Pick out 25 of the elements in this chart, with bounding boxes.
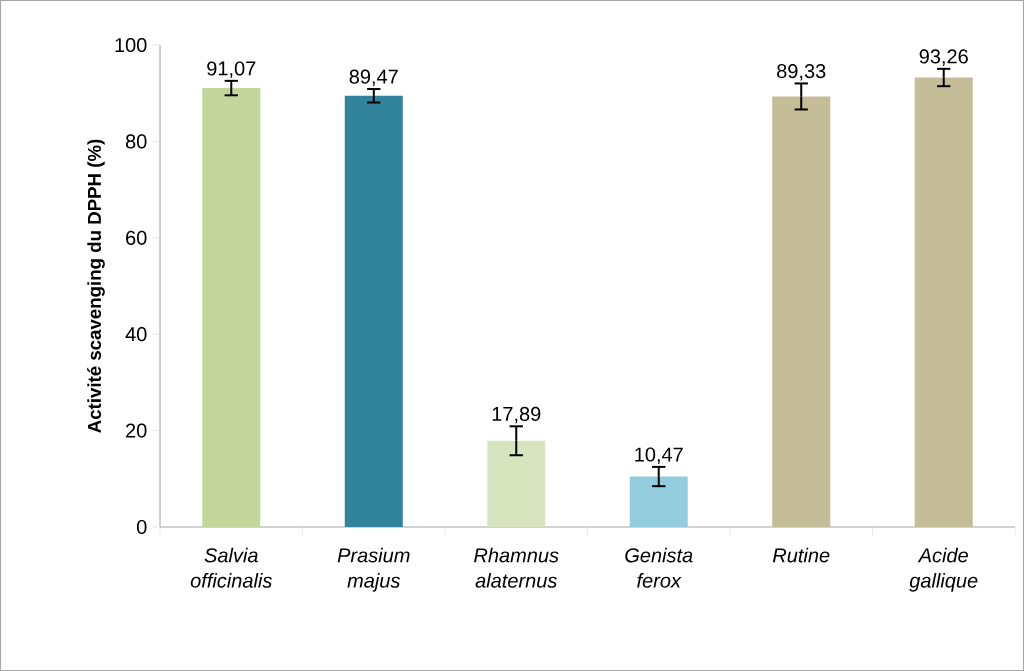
- y-tick-label: 20: [126, 423, 147, 438]
- x-tick-label: Prasium majus: [337, 547, 410, 592]
- bar: [914, 77, 973, 527]
- x-tick-label: Acide gallique: [909, 547, 978, 592]
- x-tick-label: Rhamnus alaternus: [474, 547, 559, 588]
- y-axis-title: Activité scavenging du DPPH (%): [87, 139, 105, 433]
- y-tick-label: 60: [126, 230, 147, 245]
- y-tick-label: 80: [125, 134, 147, 149]
- data-label: 10,47: [635, 447, 683, 464]
- x-tick-label: Salvia officinalis: [190, 547, 272, 588]
- data-label: 91,07: [207, 61, 256, 78]
- y-tick-label: 0: [136, 519, 147, 535]
- data-label: 89,33: [777, 63, 826, 81]
- data-label: 89,47: [349, 69, 398, 87]
- data-label: 17,89: [492, 406, 541, 424]
- bar: [772, 96, 831, 527]
- bar: [202, 88, 261, 527]
- bar: [344, 95, 403, 527]
- bar: [629, 476, 688, 527]
- bar: [487, 440, 546, 527]
- x-tick-label: Genista ferox: [625, 547, 693, 588]
- data-label: 93,26: [919, 49, 968, 66]
- y-tick-label: 40: [125, 327, 147, 342]
- y-tick-label: 100: [115, 37, 147, 53]
- x-tick-label: Rutine: [772, 547, 830, 563]
